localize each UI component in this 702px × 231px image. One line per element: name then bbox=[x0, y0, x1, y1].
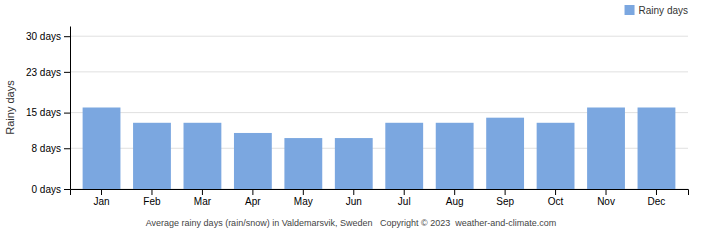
caption: Average rainy days (rain/snow) in Valdem… bbox=[146, 218, 556, 228]
y-tick-mark bbox=[64, 113, 70, 114]
y-axis-line bbox=[70, 27, 71, 190]
x-tick-mark bbox=[303, 189, 304, 195]
x-tick-label: Jan bbox=[93, 196, 109, 207]
bar bbox=[587, 108, 625, 190]
y-tick-label: 0 days bbox=[32, 184, 61, 195]
x-tick: Nov bbox=[597, 189, 615, 207]
x-tick-label: Apr bbox=[245, 196, 261, 207]
x-tick-mark bbox=[151, 189, 152, 195]
x-tick-mark bbox=[606, 189, 607, 195]
y-tick-mark bbox=[64, 189, 70, 190]
bar bbox=[486, 118, 524, 189]
x-tick: Jun bbox=[346, 189, 362, 207]
x-tick-mark bbox=[101, 189, 102, 195]
y-axis: 0 days 8 days 15 days 23 days 30 days bbox=[26, 27, 71, 195]
chart: 0 days 8 days 15 days 23 days 30 days Jan Feb M… bbox=[0, 0, 702, 231]
bar bbox=[284, 138, 322, 189]
bar bbox=[436, 123, 474, 189]
legend-swatch bbox=[625, 5, 635, 15]
x-tick-label: Feb bbox=[143, 196, 161, 207]
x-tick-label: Dec bbox=[648, 196, 666, 207]
legend-item: Rainy days bbox=[625, 5, 688, 16]
y-tick-label: 8 days bbox=[32, 143, 61, 154]
x-axis-line bbox=[71, 190, 689, 196]
x-tick-label: Mar bbox=[194, 196, 212, 207]
x-tick: Mar bbox=[194, 189, 212, 207]
bar bbox=[83, 108, 121, 190]
x-tick-label: Nov bbox=[597, 196, 615, 207]
y-tick: 30 days bbox=[26, 31, 70, 42]
grid bbox=[70, 36, 688, 189]
x-tick-mark bbox=[353, 189, 354, 195]
y-tick-label: 30 days bbox=[26, 31, 61, 42]
x-tick: Jan bbox=[93, 189, 109, 207]
y-tick-mark bbox=[64, 148, 70, 149]
x-tick-mark bbox=[202, 189, 203, 195]
grid-line bbox=[70, 71, 688, 72]
x-tick-label: Sep bbox=[496, 196, 514, 207]
x-tick: Dec bbox=[648, 189, 666, 207]
x-tick-label: Aug bbox=[446, 196, 464, 207]
x-tick: Jul bbox=[398, 189, 411, 207]
x-axis: Jan Feb Mar Apr May Jun Jul Aug Sep Oct Nov Dec bbox=[71, 189, 689, 207]
x-tick: Apr bbox=[245, 189, 261, 207]
x-tick-label: May bbox=[294, 196, 313, 207]
bar bbox=[234, 133, 272, 189]
x-tick-mark bbox=[454, 189, 455, 195]
y-tick-mark bbox=[64, 36, 70, 37]
y-tick: 15 days bbox=[26, 107, 70, 118]
x-tick-mark bbox=[505, 189, 506, 195]
x-tick-mark bbox=[555, 189, 556, 195]
grid-line bbox=[70, 36, 688, 37]
y-tick-label: 23 days bbox=[26, 67, 61, 78]
bar bbox=[385, 123, 423, 189]
x-tick: Aug bbox=[446, 189, 464, 207]
x-tick-label: Jun bbox=[346, 196, 362, 207]
x-tick-mark bbox=[404, 189, 405, 195]
x-tick-mark bbox=[252, 189, 253, 195]
bar bbox=[133, 123, 171, 189]
x-tick: Oct bbox=[548, 189, 564, 207]
y-tick: 23 days bbox=[26, 67, 70, 78]
y-axis-title: Rainy days bbox=[4, 80, 16, 135]
bar bbox=[184, 123, 222, 189]
plot: 0 days 8 days 15 days 23 days 30 days Jan Feb M… bbox=[26, 27, 689, 208]
x-tick-label: Oct bbox=[548, 196, 564, 207]
y-tick: 8 days bbox=[32, 143, 70, 154]
x-tick-mark bbox=[656, 189, 657, 195]
x-tick: Sep bbox=[496, 189, 514, 207]
bar bbox=[335, 138, 373, 189]
marks bbox=[83, 108, 676, 190]
legend: Rainy days bbox=[625, 5, 688, 16]
bar bbox=[537, 123, 575, 189]
legend-label: Rainy days bbox=[639, 5, 688, 16]
y-tick: 0 days bbox=[32, 184, 70, 195]
bar bbox=[638, 108, 676, 190]
y-tick-label: 15 days bbox=[26, 107, 61, 118]
y-tick-mark bbox=[64, 72, 70, 73]
x-tick-label: Jul bbox=[398, 196, 411, 207]
x-tick: May bbox=[294, 189, 313, 207]
x-tick: Feb bbox=[143, 189, 161, 207]
